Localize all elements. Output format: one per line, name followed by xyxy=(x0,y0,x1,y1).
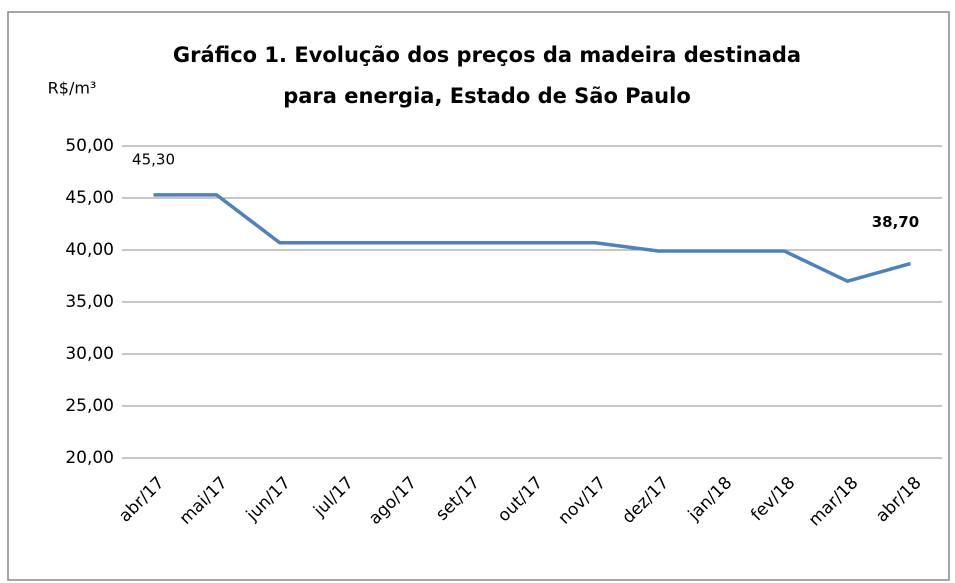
data-label: 45,30 xyxy=(132,150,175,168)
line xyxy=(153,193,911,283)
y-tick-label: 35,00 xyxy=(65,292,114,312)
y-tick-label: 40,00 xyxy=(65,240,114,260)
y-tick-label: 25,00 xyxy=(65,396,114,416)
y-tick-label: 50,00 xyxy=(65,136,114,156)
y-tick-label: 30,00 xyxy=(65,344,114,364)
chart-border xyxy=(7,11,950,581)
y-tick-label: 45,00 xyxy=(65,188,114,208)
chart-title: para energia, Estado de São Paulo xyxy=(283,84,691,108)
chart-title: Gráfico 1. Evolução dos preços da madeir… xyxy=(173,43,801,67)
data-label: 38,70 xyxy=(872,213,919,231)
y-tick-label: 20,00 xyxy=(65,448,114,468)
y-axis-label: R$/m³ xyxy=(48,79,97,98)
